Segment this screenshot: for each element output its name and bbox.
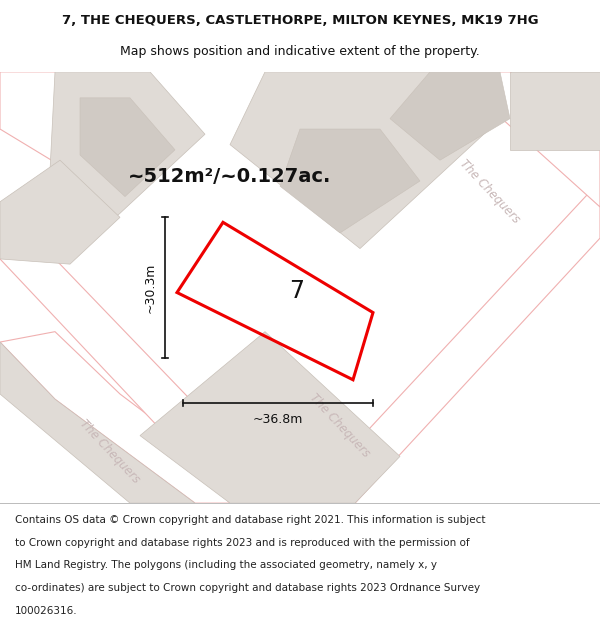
Text: The Chequers: The Chequers	[307, 391, 373, 459]
Polygon shape	[0, 160, 120, 264]
Polygon shape	[230, 72, 495, 249]
Polygon shape	[280, 129, 420, 233]
Polygon shape	[0, 72, 120, 166]
Text: ~512m²/~0.127ac.: ~512m²/~0.127ac.	[128, 167, 332, 186]
Text: The Chequers: The Chequers	[457, 157, 523, 226]
Text: 7: 7	[289, 279, 304, 303]
Text: The Chequers: The Chequers	[77, 417, 143, 486]
Polygon shape	[300, 181, 600, 503]
Polygon shape	[0, 342, 195, 503]
Text: ~36.8m: ~36.8m	[253, 413, 303, 426]
Text: ~30.3m: ~30.3m	[144, 262, 157, 312]
Text: 7, THE CHEQUERS, CASTLETHORPE, MILTON KEYNES, MK19 7HG: 7, THE CHEQUERS, CASTLETHORPE, MILTON KE…	[62, 14, 538, 27]
Text: co-ordinates) are subject to Crown copyright and database rights 2023 Ordnance S: co-ordinates) are subject to Crown copyr…	[15, 583, 480, 593]
Polygon shape	[390, 72, 510, 160]
Polygon shape	[0, 332, 265, 503]
Polygon shape	[450, 72, 600, 207]
Polygon shape	[80, 98, 175, 197]
Text: to Crown copyright and database rights 2023 and is reproduced with the permissio: to Crown copyright and database rights 2…	[15, 538, 470, 548]
Text: Map shows position and indicative extent of the property.: Map shows position and indicative extent…	[120, 45, 480, 58]
Polygon shape	[50, 72, 205, 222]
Text: Contains OS data © Crown copyright and database right 2021. This information is : Contains OS data © Crown copyright and d…	[15, 515, 485, 525]
Polygon shape	[510, 72, 600, 150]
Polygon shape	[140, 332, 400, 503]
Text: 100026316.: 100026316.	[15, 606, 77, 616]
Polygon shape	[0, 202, 290, 503]
Text: HM Land Registry. The polygons (including the associated geometry, namely x, y: HM Land Registry. The polygons (includin…	[15, 561, 437, 571]
